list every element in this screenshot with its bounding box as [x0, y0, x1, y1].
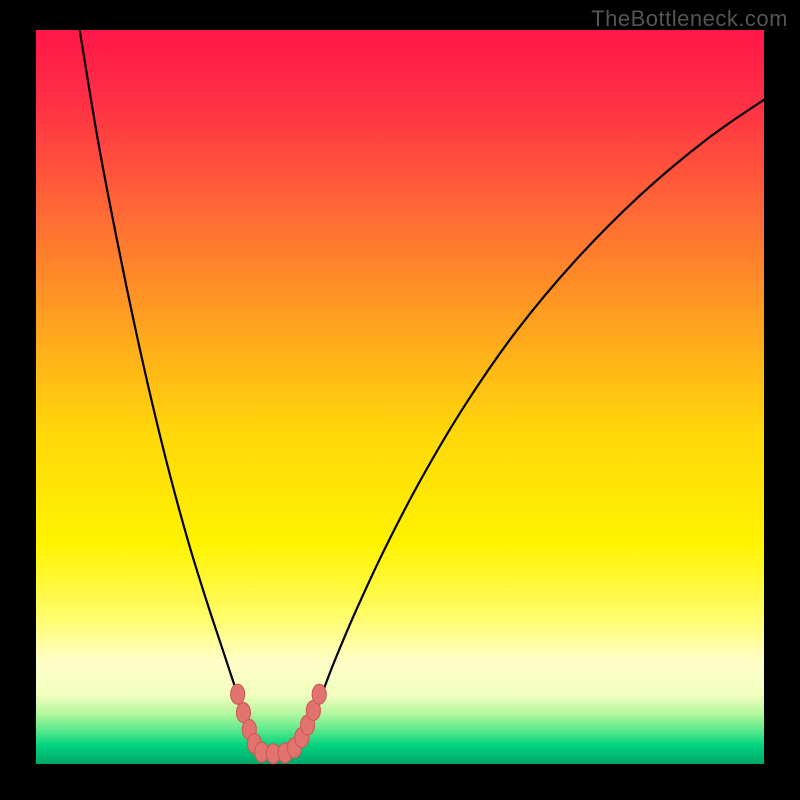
fit-marker — [312, 684, 326, 704]
plot-background — [36, 30, 764, 764]
watermark-text: TheBottleneck.com — [591, 6, 788, 32]
bottleneck-chart — [0, 0, 800, 800]
fit-marker — [231, 684, 245, 704]
